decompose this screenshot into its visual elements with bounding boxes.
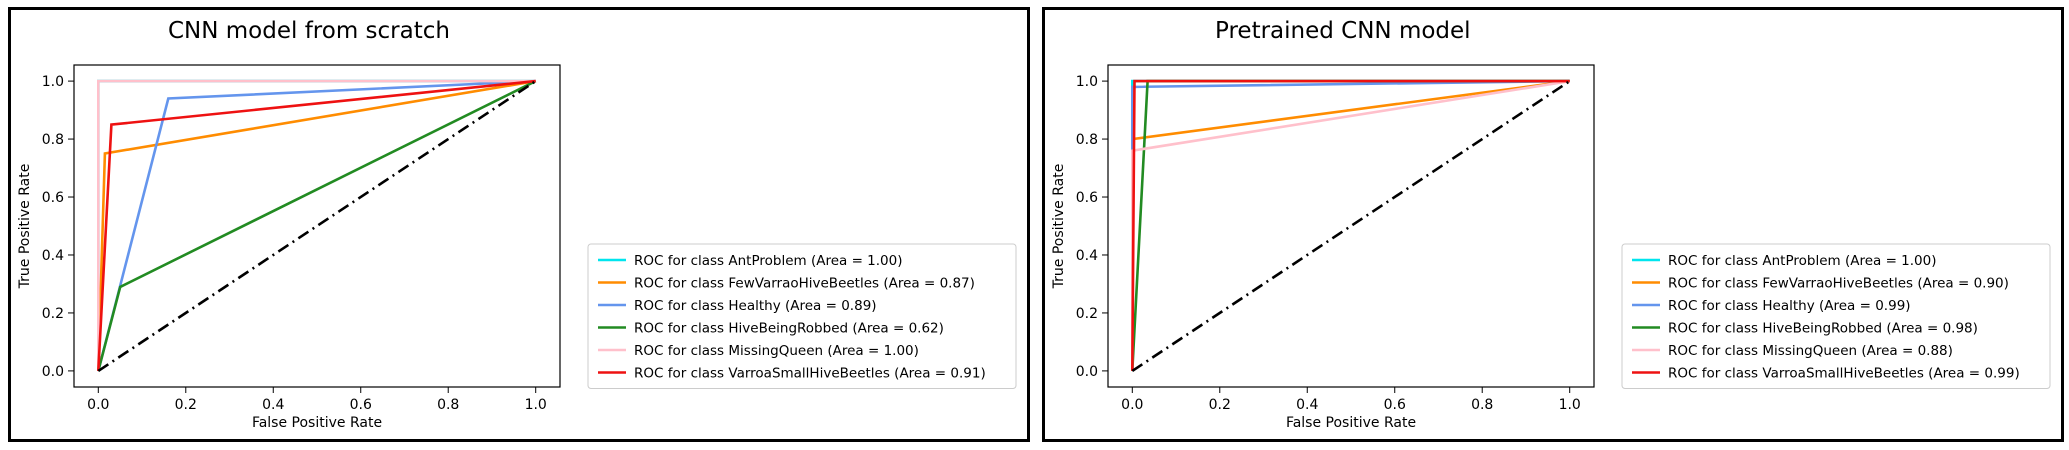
legend-entry: ROC for class VarroaSmallHiveBeetles (Ar… xyxy=(1668,366,2020,382)
legend-entry: ROC for class FewVarraoHiveBeetles (Area… xyxy=(634,276,975,292)
roc-curve xyxy=(97,79,537,372)
x-tick-label: 0.8 xyxy=(1471,397,1493,413)
x-tick-label: 0.4 xyxy=(1296,397,1318,413)
legend-entry: ROC for class Healthy (Area = 0.89) xyxy=(634,298,877,314)
x-tick-label: 0.8 xyxy=(437,397,459,413)
x-tick-label: 0.4 xyxy=(262,397,284,413)
roc-curve xyxy=(97,79,536,371)
legend-box xyxy=(587,243,1017,389)
x-tick-label: 0.0 xyxy=(1121,397,1143,413)
legend-entry: ROC for class FewVarraoHiveBeetles (Area… xyxy=(1668,276,2009,292)
legend-entry: ROC for class HiveBeingRobbed (Area = 0.… xyxy=(1668,321,1978,337)
x-tick-label: 0.6 xyxy=(350,397,372,413)
y-tick-label: 0.2 xyxy=(42,306,64,322)
legend-entry: ROC for class MissingQueen (Area = 0.88) xyxy=(1668,343,1953,359)
x-axis-label: False Positive Rate xyxy=(252,415,382,431)
y-tick-label: 0.6 xyxy=(42,190,64,206)
y-tick-label: 0.2 xyxy=(1076,306,1098,322)
legend-entry: ROC for class HiveBeingRobbed (Area = 0.… xyxy=(634,321,944,337)
y-tick-label: 0.8 xyxy=(1076,132,1098,148)
diagonal-reference-line xyxy=(1131,80,1571,372)
roc-curve xyxy=(1131,79,1570,371)
legend-entry: ROC for class VarroaSmallHiveBeetles (Ar… xyxy=(634,366,986,382)
y-tick-label: 0.4 xyxy=(42,248,64,264)
legend-entry: ROC for class AntProblem (Area = 1.00) xyxy=(1668,253,1937,269)
legend-entry: ROC for class Healthy (Area = 0.99) xyxy=(1668,298,1911,314)
pretrained-cnn-panel: Pretrained CNN model 0.0 0.2 0.4 0.6 0.8 1.0 0… xyxy=(1042,7,2064,442)
y-axis-label: True Positive Rate xyxy=(17,164,33,290)
x-tick-label: 0.0 xyxy=(87,397,109,413)
legend-entry: ROC for class MissingQueen (Area = 1.00) xyxy=(634,343,919,359)
y-axis-label: True Positive Rate xyxy=(1051,164,1067,290)
y-tick-label: 1.0 xyxy=(42,74,64,90)
y-tick-label: 0.6 xyxy=(1076,190,1098,206)
legend-entry: ROC for class AntProblem (Area = 1.00) xyxy=(634,253,903,269)
roc-chart-pretrained: 0.0 0.2 0.4 0.6 0.8 1.0 0.0 0.2 0.4 0.6 0.8 1.0 Fals… xyxy=(1051,64,2051,431)
roc-curve xyxy=(97,79,536,372)
roc-curve xyxy=(97,79,536,371)
x-tick-label: 0.6 xyxy=(1384,397,1406,413)
y-tick-label: 0.0 xyxy=(42,364,64,380)
roc-chart-scratch: 0.0 0.2 0.4 0.6 0.8 1.0 0.0 0.2 0.4 0.6 0.8 1.0 Fals… xyxy=(17,64,1017,431)
x-tick-label: 0.2 xyxy=(1209,397,1231,413)
x-tick-label: 1.0 xyxy=(525,397,547,413)
cnn-from-scratch-panel: CNN model from scratch 0.0 0.2 0.4 0.6 0.8 1.… xyxy=(8,7,1030,442)
y-tick-label: 1.0 xyxy=(1076,74,1098,90)
x-tick-label: 1.0 xyxy=(1559,397,1581,413)
legend-box xyxy=(1621,243,2051,389)
chart-title: Pretrained CNN model xyxy=(1215,18,1471,44)
roc-curve xyxy=(97,79,536,371)
x-tick-label: 0.2 xyxy=(175,397,197,413)
y-tick-label: 0.8 xyxy=(42,132,64,148)
diagonal-reference-line xyxy=(97,80,537,372)
chart-title: CNN model from scratch xyxy=(168,18,450,44)
y-tick-label: 0.4 xyxy=(1076,248,1098,264)
x-axis-label: False Positive Rate xyxy=(1286,415,1416,431)
y-tick-label: 0.0 xyxy=(1076,364,1098,380)
